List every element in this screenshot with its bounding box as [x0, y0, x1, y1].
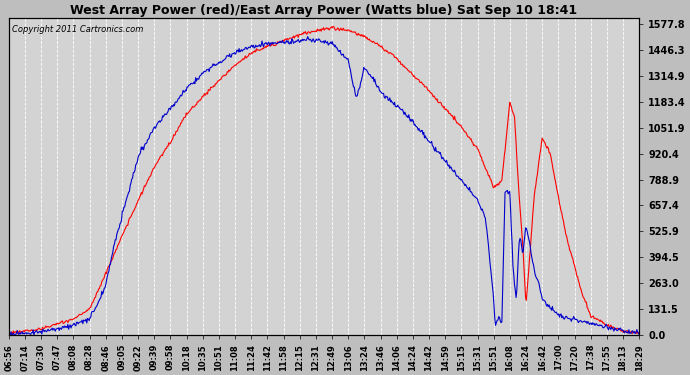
- Title: West Array Power (red)/East Array Power (Watts blue) Sat Sep 10 18:41: West Array Power (red)/East Array Power …: [70, 4, 578, 17]
- Text: Copyright 2011 Cartronics.com: Copyright 2011 Cartronics.com: [12, 25, 144, 34]
